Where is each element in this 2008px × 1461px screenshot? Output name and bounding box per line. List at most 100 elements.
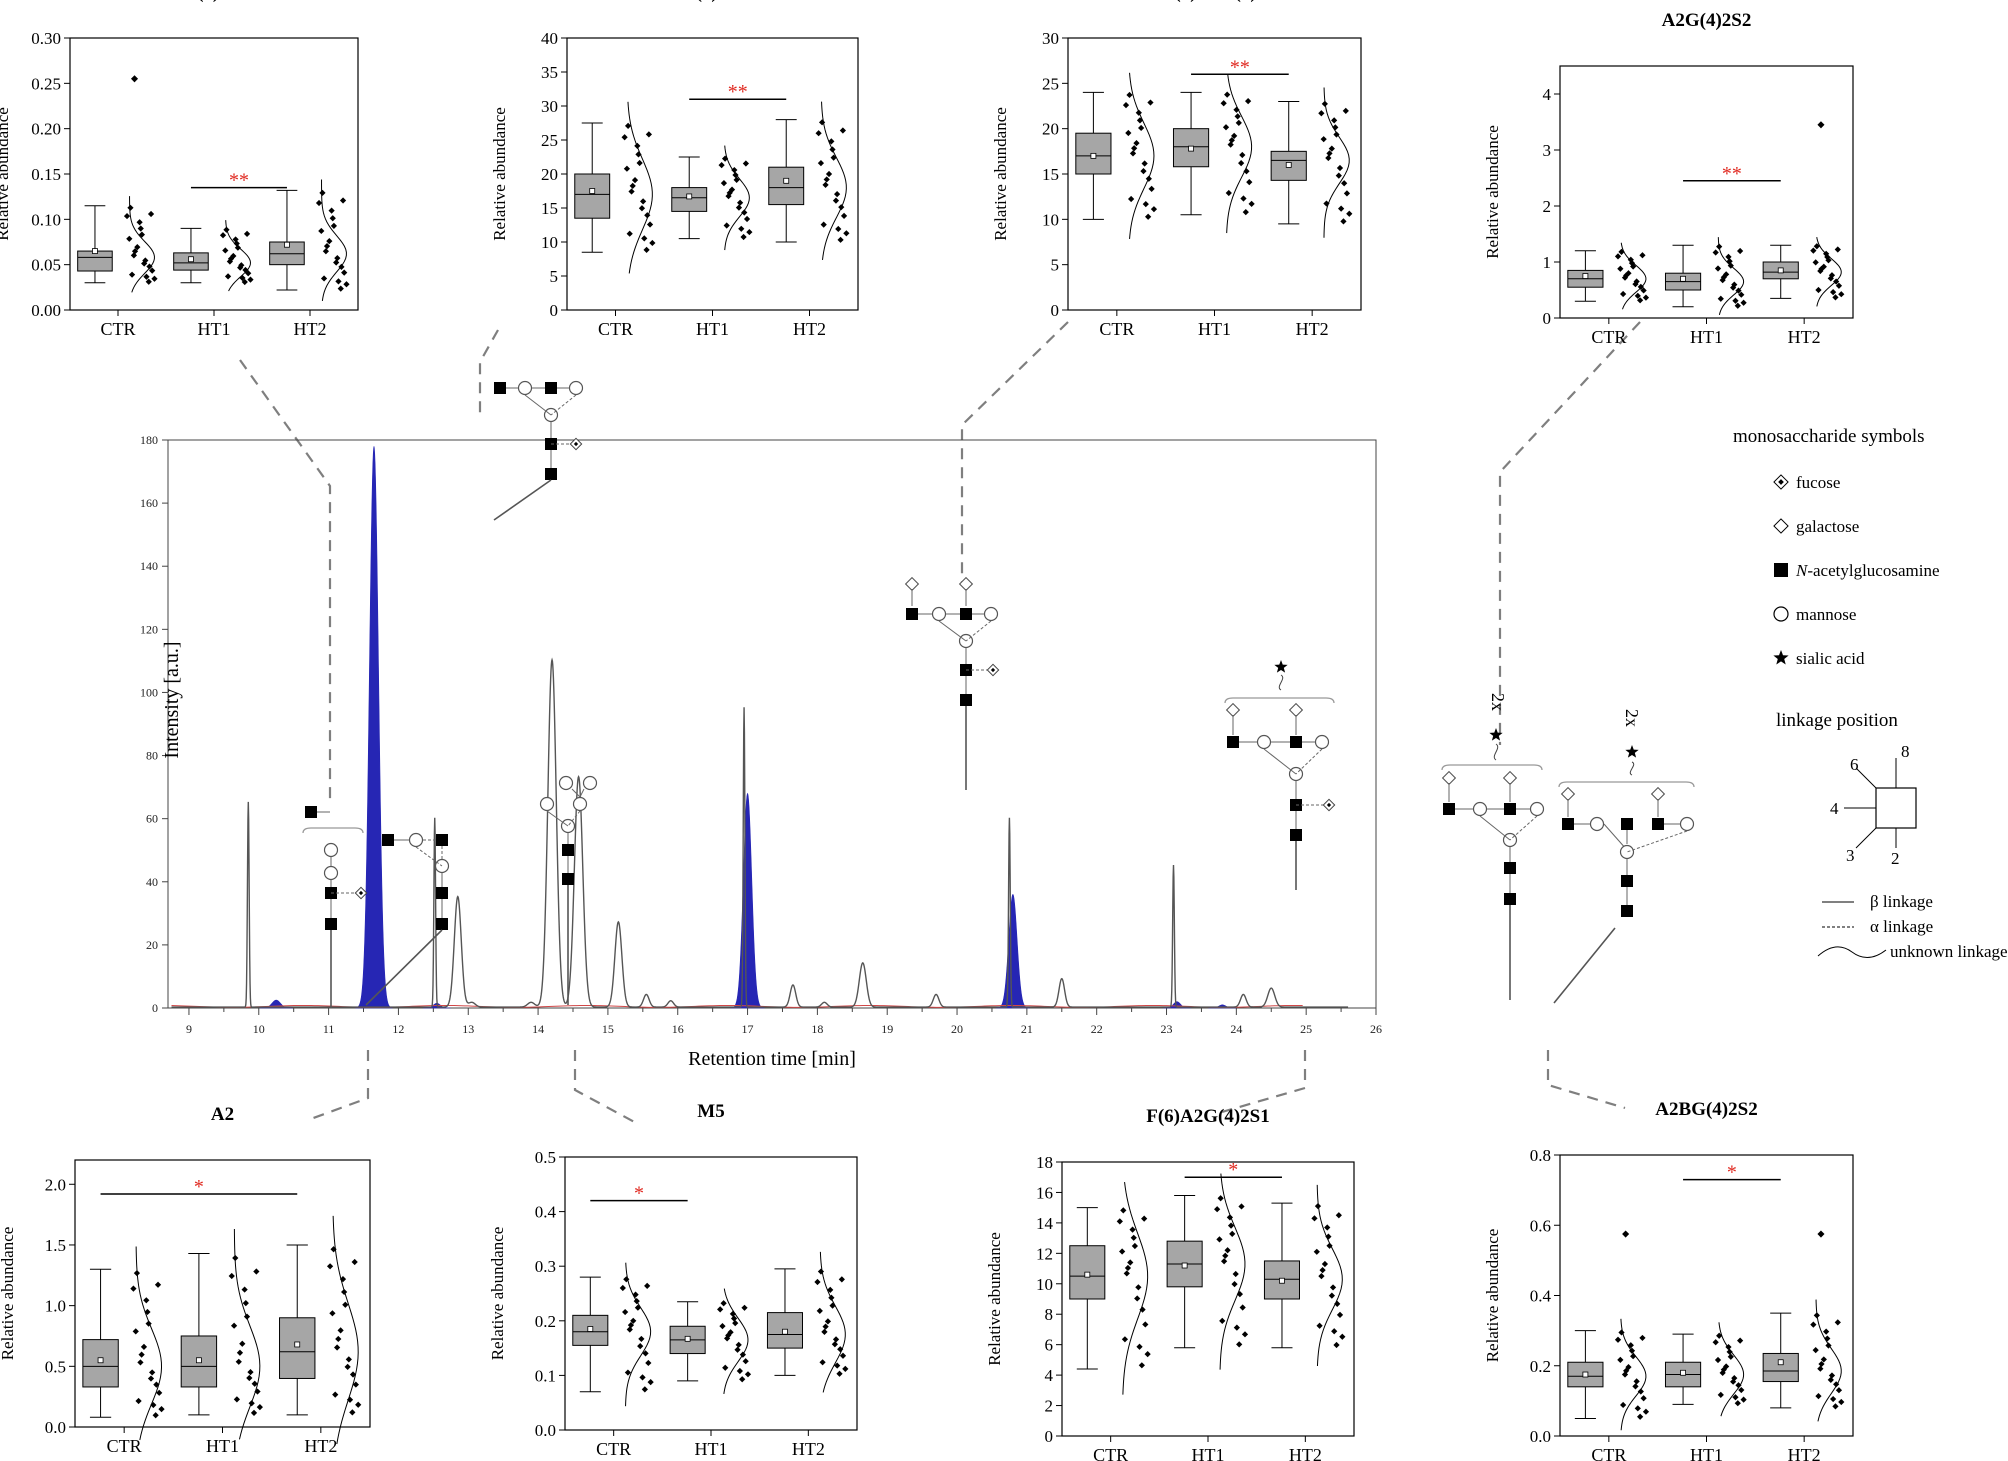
data-point	[236, 1349, 244, 1356]
data-point	[1224, 1247, 1231, 1254]
data-point	[741, 1304, 748, 1311]
box-mean-marker	[1090, 152, 1097, 159]
boxplot-y-tick-label: 0	[1045, 1427, 1054, 1446]
data-point	[1116, 1218, 1123, 1225]
data-point	[1634, 1405, 1641, 1412]
data-point	[256, 1403, 263, 1411]
x-tick-label: 17	[742, 1022, 754, 1036]
data-point	[644, 1282, 651, 1289]
boxplot-y-tick-label: 0.2	[1530, 1357, 1551, 1376]
distribution-curve	[1226, 74, 1253, 234]
box-iqr	[82, 1339, 119, 1388]
boxplot-frame	[1067, 37, 1362, 311]
data-point	[341, 1288, 348, 1296]
boxplot-y-tick-label: 10	[541, 233, 558, 252]
data-point	[1231, 1280, 1238, 1288]
connector-lines	[239, 321, 1641, 1126]
glycan-linkage	[1295, 748, 1323, 775]
boxplot-y-tick-label: 14	[1036, 1214, 1054, 1233]
data-point	[1125, 129, 1132, 137]
data-point	[1131, 145, 1138, 152]
data-point	[1236, 1341, 1243, 1348]
data-point	[1219, 1317, 1226, 1325]
data-point	[329, 215, 336, 222]
x-tick-label: 10	[253, 1022, 265, 1036]
mannose-icon	[1773, 606, 1789, 622]
box-mean-marker	[1181, 1262, 1188, 1269]
data-point	[721, 155, 729, 162]
x-tick-label: 24	[1230, 1022, 1242, 1036]
mannose-icon	[1619, 844, 1635, 860]
x-tick-label: 20	[951, 1022, 963, 1036]
data-point	[836, 1370, 843, 1377]
data-point	[1133, 140, 1140, 147]
data-point	[1714, 265, 1722, 272]
data-point	[1241, 1331, 1249, 1338]
boxplot-y-tick-label: 35	[541, 63, 558, 82]
data-point	[1147, 99, 1154, 106]
connector-line	[239, 359, 332, 800]
y-tick-label: 160	[140, 496, 158, 510]
data-point	[1620, 1401, 1627, 1409]
data-point	[1813, 243, 1820, 250]
glycan-linkage	[546, 810, 569, 827]
data-point	[735, 1341, 742, 1348]
data-point	[150, 1401, 157, 1409]
mannose-icon	[1589, 816, 1605, 832]
data-point	[1815, 286, 1822, 294]
distribution-curve	[225, 220, 251, 292]
data-point	[837, 236, 844, 243]
glcnac-icon	[1504, 862, 1516, 874]
data-point	[1732, 1394, 1739, 1401]
boxplot-x-tick-label: HT1	[1192, 1445, 1225, 1461]
outlier-point	[1622, 1230, 1630, 1238]
boxplot-y-tick-label: 0.3	[535, 1257, 556, 1276]
data-point	[1812, 1347, 1819, 1354]
glcnac-icon	[436, 887, 448, 899]
data-point	[1627, 1342, 1634, 1349]
distribution-curve	[1718, 1322, 1745, 1417]
mannose-icon	[323, 865, 339, 881]
data-point	[1228, 137, 1235, 144]
data-point	[1336, 1311, 1344, 1318]
x-tick-label: 13	[462, 1022, 474, 1036]
data-point	[1320, 136, 1327, 143]
boxplot-group	[1664, 237, 1747, 315]
boxplot-title: A2G(4)2S2	[1662, 10, 1752, 31]
data-point	[138, 1351, 145, 1358]
distribution-curve	[1815, 1299, 1842, 1422]
data-point	[1144, 1351, 1151, 1358]
legend-mono-label: galactose	[1796, 517, 1859, 536]
data-point	[718, 162, 725, 169]
data-point	[633, 1298, 640, 1305]
mannose-icon	[1314, 734, 1330, 750]
boxplot-y-tick-label: 12	[1036, 1244, 1053, 1263]
mannose-icon	[572, 796, 588, 812]
box-mean-marker	[1582, 273, 1589, 279]
data-point	[741, 209, 748, 216]
data-point	[1239, 1304, 1246, 1311]
data-point	[334, 255, 341, 262]
data-point	[723, 222, 730, 229]
boxplot-group	[1762, 1230, 1845, 1422]
data-point	[1825, 1342, 1832, 1349]
glcnac-icon	[1652, 818, 1664, 830]
x-tick-label: 21	[1021, 1022, 1033, 1036]
linkage-line	[1855, 767, 1877, 789]
data-point	[128, 271, 136, 278]
distribution-curve	[321, 179, 347, 302]
data-point	[1640, 287, 1647, 294]
glycan-bracket	[302, 827, 364, 834]
data-point	[247, 1369, 254, 1376]
data-point	[1226, 1214, 1234, 1221]
data-point	[740, 233, 747, 241]
glcnac-icon	[1290, 736, 1302, 748]
data-point	[624, 1369, 632, 1376]
data-point	[1730, 284, 1737, 291]
data-point	[1618, 248, 1625, 256]
x-tick-label: 9	[186, 1022, 192, 1036]
boxplot-group	[82, 1246, 165, 1441]
glcnac-icon	[545, 382, 557, 394]
data-point	[1245, 97, 1252, 105]
distribution-curve	[1316, 1184, 1343, 1367]
